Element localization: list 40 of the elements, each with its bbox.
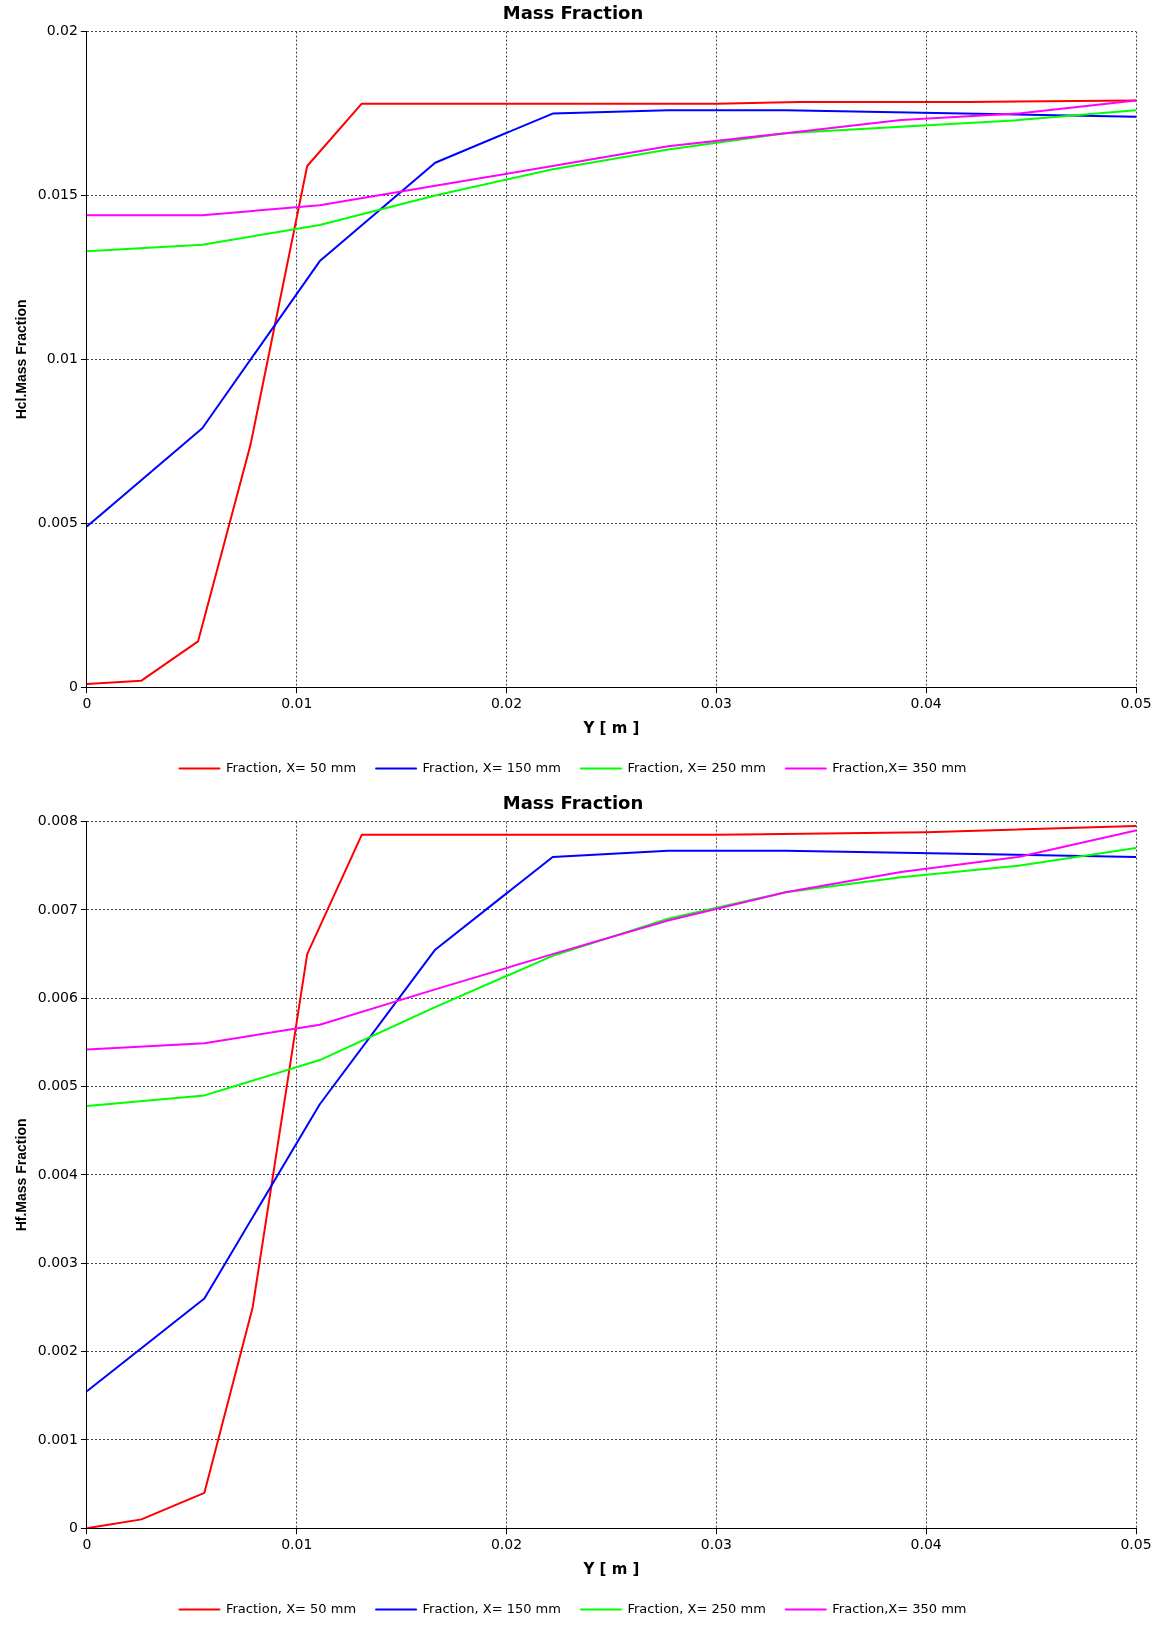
y-axis-title: Hf.Mass Fraction [13, 1118, 30, 1232]
legend-label: Fraction, X= 250 mm [627, 759, 766, 775]
x-tick-label: 0.02 [490, 695, 523, 712]
x-tick-label: 0.01 [281, 1536, 313, 1553]
y-tick-label: 0.002 [37, 1342, 78, 1359]
y-tick-label: 0.02 [46, 22, 78, 39]
legend-label: Fraction,X= 350 mm [832, 759, 967, 775]
legend-label: Fraction, X= 50 mm [225, 759, 357, 775]
x-tick-label: 0.04 [910, 695, 942, 712]
chart-title: Mass Fraction [502, 2, 644, 24]
x-tick-label: 0.04 [910, 1536, 942, 1553]
y-axis-title: Hcl.Mass Fraction [13, 299, 30, 420]
legend-label: Fraction, X= 50 mm [225, 1600, 357, 1616]
x-tick-label: 0.05 [1120, 1536, 1152, 1553]
y-tick-label: 0 [68, 1518, 78, 1535]
y-tick-label: 0.01 [46, 350, 78, 367]
x-tick-label: 0.01 [281, 695, 313, 712]
x-tick-label: 0.03 [700, 1536, 732, 1553]
legend-label: Fraction, X= 250 mm [627, 1600, 766, 1616]
y-tick-label: 0.003 [37, 1253, 78, 1270]
x-tick-label: 0.03 [700, 695, 732, 712]
legend-label: Fraction, X= 150 mm [422, 759, 561, 775]
chart-title: Mass Fraction [502, 792, 644, 814]
y-tick-label: 0.015 [37, 186, 78, 203]
x-tick-label: 0 [82, 1536, 92, 1553]
legend-label: Fraction, X= 150 mm [422, 1600, 561, 1616]
x-axis-title: Y [ m ] [582, 1559, 640, 1578]
y-tick-label: 0.006 [37, 988, 78, 1005]
x-axis-title: Y [ m ] [582, 718, 640, 737]
y-tick-label: 0.005 [37, 1077, 78, 1094]
y-tick-label: 0.004 [37, 1165, 78, 1182]
y-tick-label: 0.008 [37, 812, 78, 829]
x-tick-label: 0 [82, 695, 92, 712]
y-tick-label: 0 [68, 677, 78, 694]
x-tick-label: 0.05 [1120, 695, 1152, 712]
x-tick-label: 0.02 [490, 1536, 523, 1553]
y-tick-label: 0.005 [37, 513, 78, 530]
legend-label: Fraction,X= 350 mm [832, 1600, 967, 1616]
y-tick-label: 0.007 [37, 900, 78, 917]
y-tick-label: 0.001 [37, 1430, 78, 1447]
